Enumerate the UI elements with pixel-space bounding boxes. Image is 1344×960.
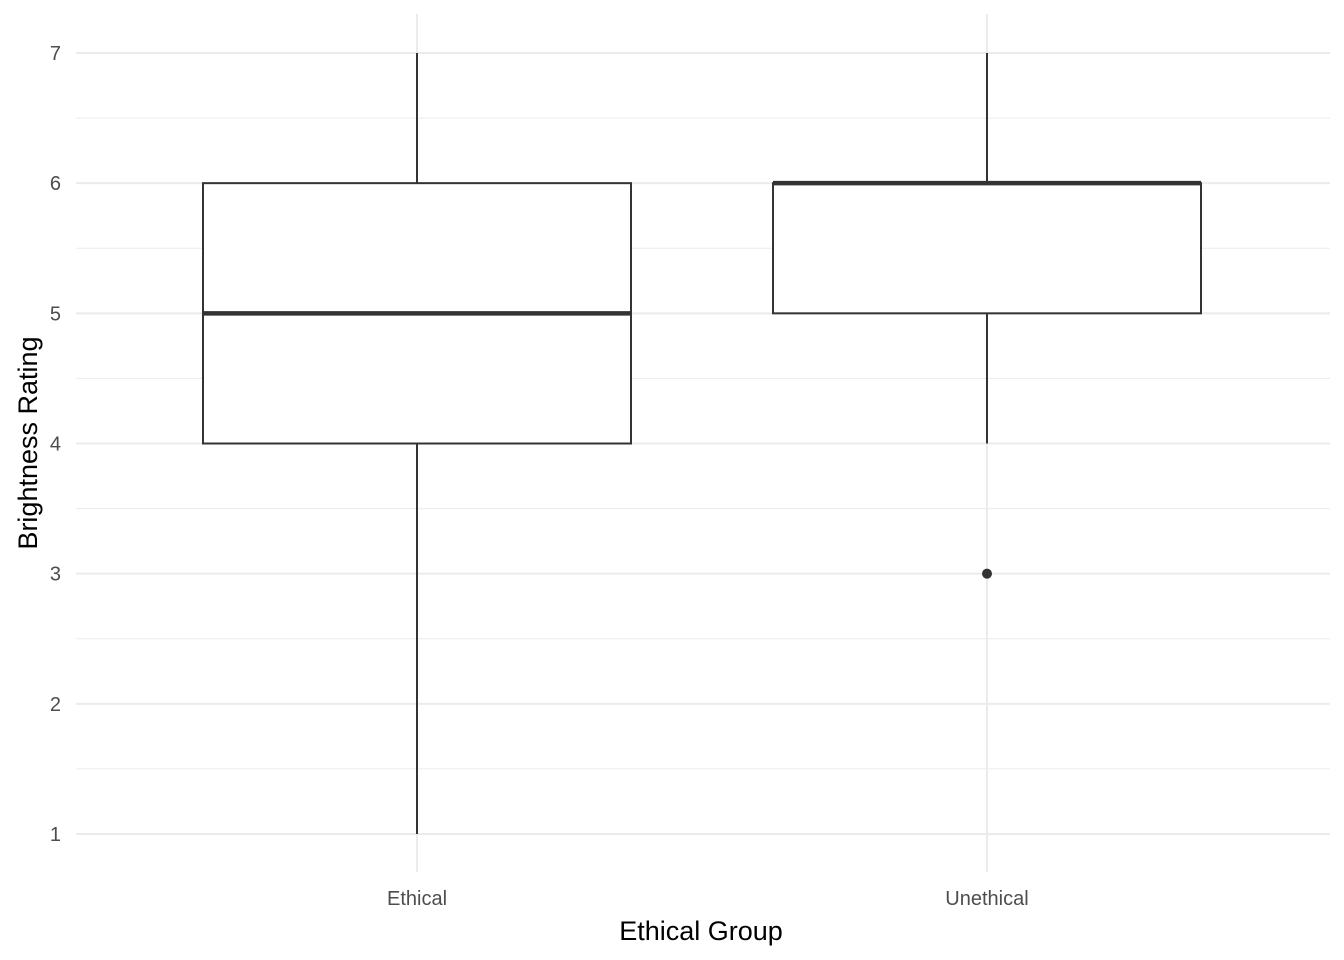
boxes (202, 53, 1202, 834)
x-tick-label: Unethical (945, 888, 1028, 910)
box-ethical (202, 53, 632, 834)
y-axis-title: Brightness Rating (13, 336, 43, 549)
y-tick-label: 7 (50, 43, 61, 65)
outlier-point (982, 568, 992, 579)
x-axis-title: Ethical Group (619, 916, 783, 946)
box-unethical (772, 53, 1202, 579)
y-tick-label: 2 (50, 694, 61, 716)
x-tick-label: Ethical (387, 888, 447, 910)
y-tick-label: 3 (50, 564, 61, 586)
y-tick-label: 4 (50, 434, 61, 456)
y-axis-ticks: 1 2 3 4 5 6 7 (50, 43, 61, 846)
y-tick-label: 5 (50, 303, 61, 325)
x-axis-ticks: Ethical Unethical (387, 888, 1029, 910)
box-iqr (772, 182, 1202, 315)
y-tick-label: 1 (50, 824, 61, 846)
y-tick-label: 6 (50, 173, 61, 195)
